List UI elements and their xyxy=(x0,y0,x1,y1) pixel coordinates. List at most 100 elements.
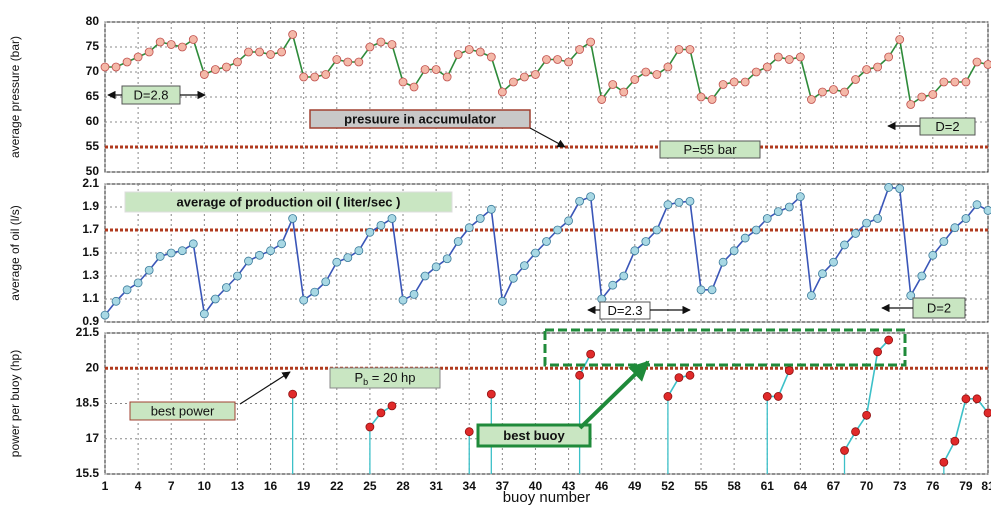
data-point xyxy=(497,87,507,97)
data-point xyxy=(520,261,529,271)
data-point xyxy=(508,77,518,87)
y-tick-label: 15.5 xyxy=(76,466,100,480)
data-point xyxy=(464,45,474,54)
data-point xyxy=(674,373,684,383)
x-axis-label: buoy number xyxy=(503,489,591,506)
data-point xyxy=(244,47,253,57)
data-point xyxy=(917,92,927,102)
y-tick-label: 65 xyxy=(86,89,100,103)
annotation: D=2.3 xyxy=(607,303,642,318)
data-point xyxy=(442,72,452,82)
data-point xyxy=(442,254,452,264)
data-point xyxy=(486,389,496,399)
x-tick-label: 46 xyxy=(595,479,609,493)
x-tick-label: 43 xyxy=(562,479,576,493)
data-point xyxy=(773,52,783,62)
data-point xyxy=(542,237,551,246)
data-point xyxy=(895,35,905,44)
y-tick-label: 18.5 xyxy=(76,396,100,410)
data-point xyxy=(983,206,991,215)
x-tick-label: 22 xyxy=(330,479,344,493)
x-tick-label: 64 xyxy=(794,479,808,493)
data-point xyxy=(972,200,982,210)
x-tick-label: 81 xyxy=(981,479,991,493)
data-point xyxy=(122,57,132,67)
data-point xyxy=(564,216,573,226)
data-point xyxy=(210,65,220,74)
data-point xyxy=(740,77,750,87)
y-tick-label: 1.9 xyxy=(82,199,99,213)
data-point xyxy=(663,200,673,210)
data-point xyxy=(630,75,640,84)
data-point xyxy=(829,85,838,94)
data-point xyxy=(210,294,220,304)
data-point xyxy=(751,225,761,235)
data-point xyxy=(851,427,860,437)
data-point xyxy=(133,278,143,288)
data-point xyxy=(553,225,562,235)
data-point xyxy=(972,57,982,67)
data-point xyxy=(398,295,408,305)
data-point xyxy=(100,310,110,320)
data-point xyxy=(277,47,287,57)
y-axis-label: power per buoy (hp) xyxy=(8,350,22,457)
data-point xyxy=(707,285,717,295)
data-point xyxy=(188,239,198,249)
data-point xyxy=(332,257,342,267)
data-point xyxy=(972,394,982,404)
x-tick-label: 76 xyxy=(926,479,940,493)
data-point xyxy=(475,214,485,223)
data-point xyxy=(310,287,320,297)
data-point xyxy=(762,214,772,223)
data-point xyxy=(288,389,298,399)
y-tick-label: 21.5 xyxy=(76,325,100,339)
y-tick-label: 60 xyxy=(86,114,100,128)
data-point xyxy=(619,87,629,97)
highlight-box xyxy=(543,328,907,367)
data-point xyxy=(188,35,198,44)
y-tick-label: 80 xyxy=(86,14,100,28)
x-tick-label: 61 xyxy=(761,479,775,493)
data-point xyxy=(531,248,540,258)
data-point xyxy=(288,214,298,223)
x-tick-label: 37 xyxy=(496,479,510,493)
data-point xyxy=(111,62,121,72)
x-tick-label: 13 xyxy=(231,479,245,493)
arrow xyxy=(529,127,566,148)
data-point xyxy=(840,87,849,97)
data-point xyxy=(729,77,739,87)
data-point xyxy=(950,77,960,87)
data-point xyxy=(851,75,860,84)
data-point xyxy=(531,70,540,79)
data-point xyxy=(652,70,662,79)
y-tick-label: 1.7 xyxy=(82,222,99,236)
data-point xyxy=(641,237,651,246)
data-point xyxy=(233,271,242,281)
x-tick-label: 49 xyxy=(628,479,642,493)
data-point xyxy=(630,246,640,256)
y-tick-label: 1.5 xyxy=(82,245,99,259)
data-point xyxy=(928,90,938,99)
data-point xyxy=(950,436,960,446)
data-point xyxy=(199,309,209,319)
annotation-part: = 20 hp xyxy=(368,370,415,385)
data-point xyxy=(100,62,110,72)
annotation: best power xyxy=(151,403,215,418)
data-point xyxy=(718,80,728,89)
data-point xyxy=(255,250,264,260)
data-point xyxy=(729,246,739,256)
data-point xyxy=(762,62,772,72)
data-point xyxy=(696,285,706,295)
annotation: P=55 bar xyxy=(683,142,737,157)
x-tick-label: 34 xyxy=(463,479,477,493)
data-point xyxy=(365,42,375,52)
data-point xyxy=(111,296,121,306)
data-point xyxy=(807,291,816,300)
data-point xyxy=(199,70,209,79)
x-tick-label: 1 xyxy=(102,479,109,493)
data-point xyxy=(464,223,474,233)
y-tick-label: 50 xyxy=(86,164,100,178)
x-tick-label: 73 xyxy=(893,479,907,493)
y-axis-label: average of oil (l/s) xyxy=(8,205,22,300)
data-point xyxy=(674,197,684,207)
